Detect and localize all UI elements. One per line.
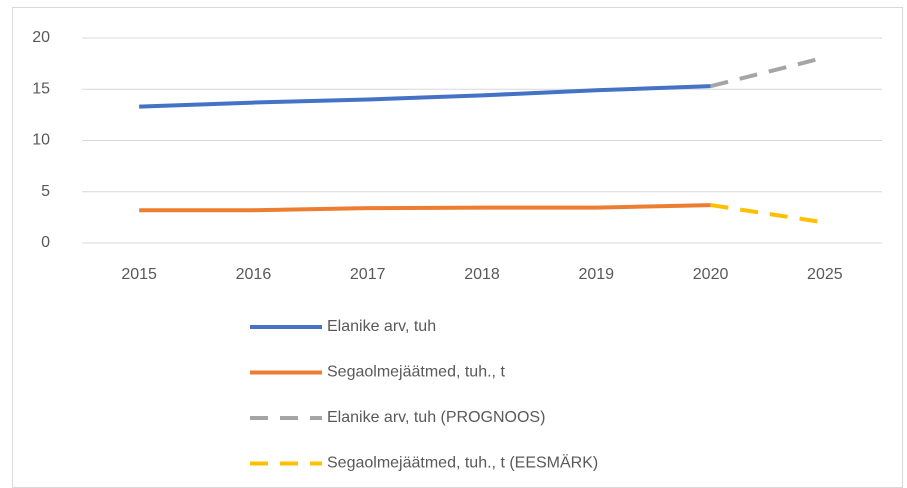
x-tick-label: 2025 — [807, 266, 843, 283]
chart-border — [12, 7, 903, 488]
x-tick-label: 2018 — [464, 266, 500, 283]
x-tick-label: 2016 — [236, 266, 272, 283]
series-line — [710, 203, 826, 225]
legend-label: Segaolmejäätmed, tuh., t (EESMÄRK) — [327, 454, 598, 472]
series-line — [139, 84, 711, 109]
y-tick-label: 20 — [32, 29, 50, 46]
x-tick-label: 2017 — [350, 266, 386, 283]
x-tick-label: 2019 — [578, 266, 614, 283]
y-tick-label: 5 — [41, 183, 50, 200]
legend-label: Elanike arv, tuh — [327, 318, 436, 335]
series-line — [710, 55, 826, 89]
y-tick-label: 10 — [32, 132, 50, 149]
legend-label: Segaolmejäätmed, tuh., t — [327, 364, 505, 381]
series-line — [139, 203, 711, 213]
y-tick-label: 15 — [32, 80, 50, 97]
x-tick-label: 2015 — [121, 266, 157, 283]
legend-label: Elanike arv, tuh (PROGNOOS) — [327, 409, 545, 426]
x-tick-label: 2020 — [693, 266, 729, 283]
y-tick-label: 0 — [41, 234, 50, 251]
